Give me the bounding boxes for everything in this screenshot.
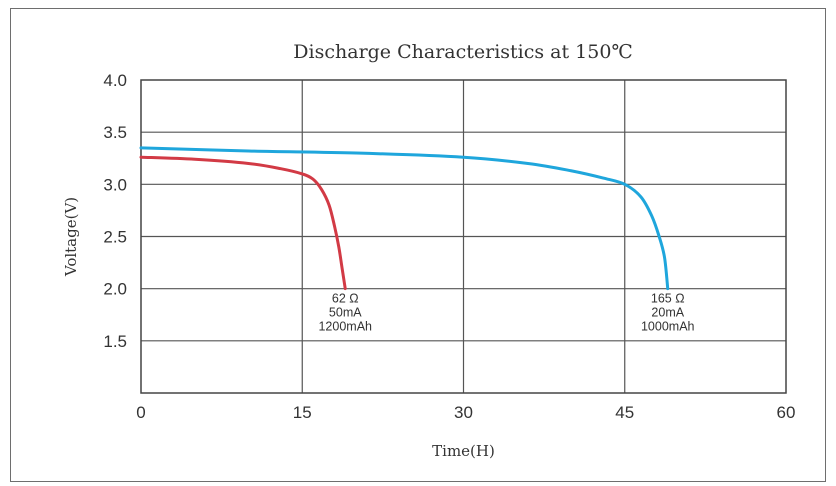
- y-tick-label: 3.0: [103, 175, 127, 194]
- y-tick-label: 4.0: [103, 71, 127, 90]
- series-1-annotation-line: 1200mAh: [318, 320, 372, 334]
- x-tick-label: 45: [615, 403, 634, 422]
- series-2-annotation-line: 1000mAh: [641, 320, 695, 334]
- series-1-annotation-line: 50mA: [329, 306, 362, 320]
- x-tick-label: 30: [454, 403, 473, 422]
- x-axis-title: Time(H): [432, 442, 495, 460]
- series-line-2: [141, 148, 668, 289]
- chart-title: Discharge Characteristics at 150℃: [293, 41, 632, 63]
- series-2-annotation-line: 165 Ω: [651, 292, 685, 306]
- y-tick-label: 3.5: [103, 123, 127, 142]
- x-tick-label: 15: [293, 403, 312, 422]
- series-2-annotation-line: 20mA: [651, 306, 684, 320]
- y-tick-label: 2.5: [103, 228, 127, 247]
- x-tick-label: 60: [777, 403, 796, 422]
- series-line-1: [141, 157, 345, 288]
- y-axis-title: Voltage(V): [62, 197, 80, 277]
- x-tick-label: 0: [136, 403, 145, 422]
- y-tick-label: 1.5: [103, 332, 127, 351]
- y-tick-label: 2.0: [103, 280, 127, 299]
- series-1-annotation-line: 62 Ω: [332, 292, 359, 306]
